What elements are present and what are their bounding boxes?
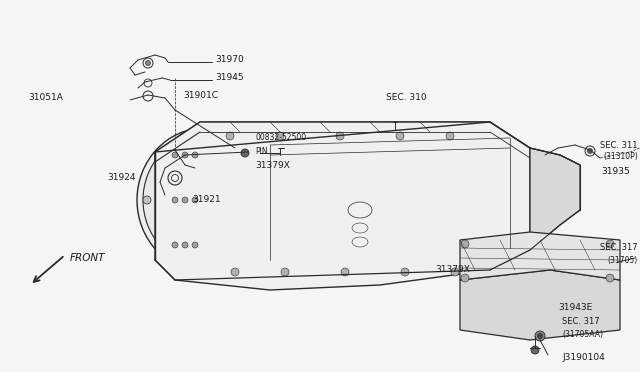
Polygon shape [155, 122, 530, 162]
Circle shape [588, 148, 593, 154]
Circle shape [461, 240, 469, 248]
Text: (31310P): (31310P) [604, 153, 638, 161]
Circle shape [172, 152, 178, 158]
Circle shape [242, 152, 250, 160]
Polygon shape [530, 148, 580, 250]
Circle shape [182, 197, 188, 203]
Circle shape [182, 242, 188, 248]
Text: 31945: 31945 [215, 74, 244, 83]
Text: FRONT: FRONT [70, 253, 106, 263]
Ellipse shape [137, 128, 273, 272]
Circle shape [396, 132, 404, 140]
Text: 00832-52500: 00832-52500 [255, 134, 306, 142]
Circle shape [276, 132, 284, 140]
Ellipse shape [195, 189, 215, 211]
Text: PIN: PIN [255, 148, 268, 157]
Circle shape [461, 274, 469, 282]
Circle shape [606, 240, 614, 248]
Ellipse shape [200, 195, 210, 205]
Circle shape [281, 268, 289, 276]
Polygon shape [460, 270, 620, 340]
Text: 31935: 31935 [601, 167, 630, 176]
Text: 31379X: 31379X [435, 266, 470, 275]
Text: 31970: 31970 [215, 55, 244, 64]
Circle shape [172, 197, 178, 203]
Circle shape [143, 196, 151, 204]
Circle shape [538, 334, 543, 339]
Text: 31943E: 31943E [558, 304, 592, 312]
Ellipse shape [143, 134, 267, 266]
Circle shape [451, 268, 459, 276]
Text: SEC. 317: SEC. 317 [562, 317, 600, 327]
Circle shape [172, 242, 178, 248]
Circle shape [182, 152, 188, 158]
Circle shape [242, 240, 250, 248]
Circle shape [531, 346, 539, 354]
Circle shape [231, 268, 239, 276]
Polygon shape [155, 122, 530, 290]
Circle shape [336, 132, 344, 140]
Ellipse shape [183, 176, 227, 224]
Text: (31705AA): (31705AA) [562, 330, 603, 340]
Circle shape [201, 258, 209, 266]
Polygon shape [460, 232, 620, 280]
Ellipse shape [157, 148, 253, 252]
Ellipse shape [170, 162, 240, 238]
Circle shape [192, 242, 198, 248]
Circle shape [201, 134, 209, 142]
Text: 31924: 31924 [107, 173, 136, 183]
Text: 31051A: 31051A [28, 93, 63, 102]
Circle shape [606, 274, 614, 282]
Text: 31379X: 31379X [255, 161, 290, 170]
Circle shape [160, 240, 168, 248]
Text: 31901C: 31901C [183, 90, 218, 99]
Text: (31705): (31705) [608, 256, 638, 264]
Circle shape [192, 152, 198, 158]
Circle shape [341, 268, 349, 276]
Text: J3190104: J3190104 [562, 353, 605, 362]
Text: SEC. 311: SEC. 311 [600, 141, 638, 150]
Circle shape [259, 196, 267, 204]
Circle shape [160, 152, 168, 160]
Circle shape [192, 197, 198, 203]
Text: SEC. 317: SEC. 317 [600, 244, 638, 253]
Circle shape [401, 268, 409, 276]
Circle shape [145, 61, 150, 65]
Circle shape [446, 132, 454, 140]
Text: SEC. 310: SEC. 310 [386, 93, 427, 103]
Circle shape [535, 331, 545, 341]
Circle shape [241, 149, 249, 157]
Circle shape [226, 132, 234, 140]
Text: 31921: 31921 [192, 196, 221, 205]
